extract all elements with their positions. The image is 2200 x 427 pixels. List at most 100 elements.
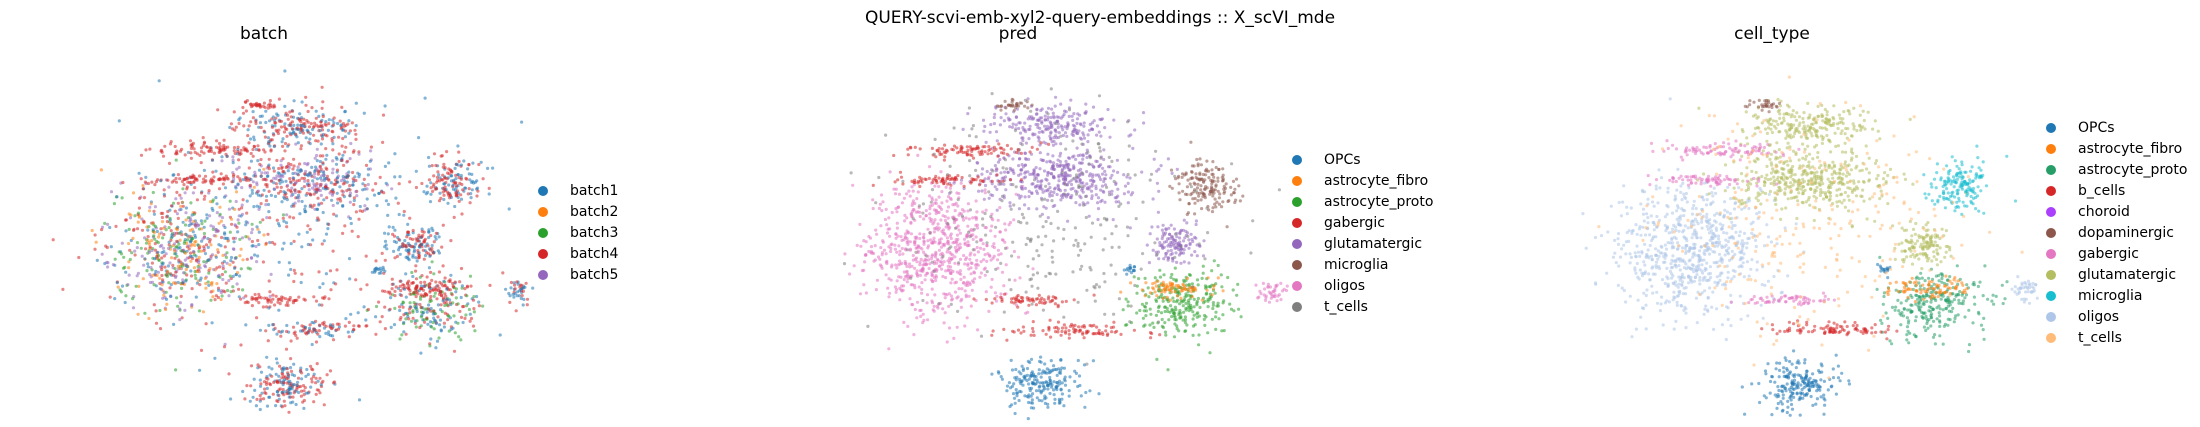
scatter-point [396,286,401,291]
scatter-point [231,285,235,289]
scatter-point [167,243,171,247]
scatter-point [335,168,340,172]
scatter-point [1193,196,1197,201]
scatter-point [1212,175,1216,179]
scatter-point [279,178,283,182]
scatter-point [1142,121,1146,125]
scatter-point [226,239,230,243]
scatter-point [167,246,171,250]
scatter-point [239,247,243,251]
scatter-point [1191,239,1195,244]
scatter-point [428,200,433,204]
scatter-point [392,234,397,238]
scatter-point [1156,279,1160,283]
scatter-point [1028,360,1032,365]
scatter-point [252,144,256,148]
scatter-point [1074,157,1078,161]
scatter-point [312,203,316,207]
scatter-point [1165,285,1169,289]
scatter-point [1059,358,1063,362]
scatter-point [1102,190,1106,194]
scatter-point [1102,148,1106,152]
scatter-point [257,148,261,152]
scatter-point [1086,140,1090,144]
scatter-point [317,323,322,327]
scatter-point [320,174,324,178]
scatter-point [980,167,985,171]
scatter-point [1204,292,1208,296]
scatter-point [347,119,351,123]
scatter-point [1190,295,1194,299]
scatter-point [341,136,345,141]
scatter-point [347,170,351,174]
scatter-point [324,272,328,276]
scatter-point [898,298,902,302]
scatter-point [356,235,360,239]
scatter-point [373,269,377,273]
scatter-point [173,267,177,271]
scatter-point [346,174,350,178]
scatter-point [1066,165,1070,170]
scatter-point [962,275,966,279]
scatter-point [1053,104,1057,108]
scatter-point [1013,401,1017,405]
scatter-point [387,225,391,229]
scatter-point [361,182,365,186]
scatter-point [1155,294,1159,298]
scatter-point [211,295,215,299]
scatter-point [1166,309,1170,314]
scatter-point [1224,182,1228,186]
scatter-point [1201,264,1205,268]
scatter-point [315,388,319,392]
scatter-point [303,331,308,335]
scatter-point [195,281,199,285]
scatter-point [881,239,885,243]
scatter-point [1161,325,1165,330]
scatter-point [990,277,994,281]
scatter-point [350,229,354,233]
scatter-point [213,298,217,302]
scatter-point [907,189,911,193]
scatter-point [895,266,899,270]
scatter-point [1071,118,1075,122]
scatter-point [300,377,304,381]
scatter-point [874,228,878,232]
scatter-point [312,400,316,404]
scatter-point [430,164,434,168]
scatter-point [898,249,902,253]
scatter-point [427,164,431,168]
scatter-point [1053,401,1057,405]
scatter-point [1087,214,1091,218]
scatter-point [1070,114,1074,118]
scatter-point [199,161,203,165]
scatter-point [1052,161,1056,165]
scatter-point [354,190,358,194]
scatter-point [288,366,293,370]
scatter-point [299,147,303,151]
scatter-point [1082,136,1087,140]
scatter-point [1170,171,1174,175]
scatter-point [232,177,236,181]
scatter-point [270,125,274,129]
scatter-point [165,215,169,219]
scatter-point [439,328,443,332]
scatter-point [897,275,901,279]
scatter-point [135,246,139,250]
scatter-point [265,171,270,175]
scatter-point [1190,191,1194,195]
scatter-point [178,301,182,305]
scatter-point [331,148,335,152]
scatter-point [1019,168,1023,172]
scatter-point [419,324,423,328]
scatter-point [454,290,458,294]
scatter-point [148,245,152,249]
scatter-point [293,330,297,334]
scatter-point [438,179,442,183]
scatter-point [1218,192,1222,196]
scatter-point [147,240,151,244]
scatter-point [406,255,410,259]
scatter-point [471,298,476,302]
scatter-point [284,303,288,307]
scatter-point [203,265,208,269]
scatter-point [1193,212,1197,216]
